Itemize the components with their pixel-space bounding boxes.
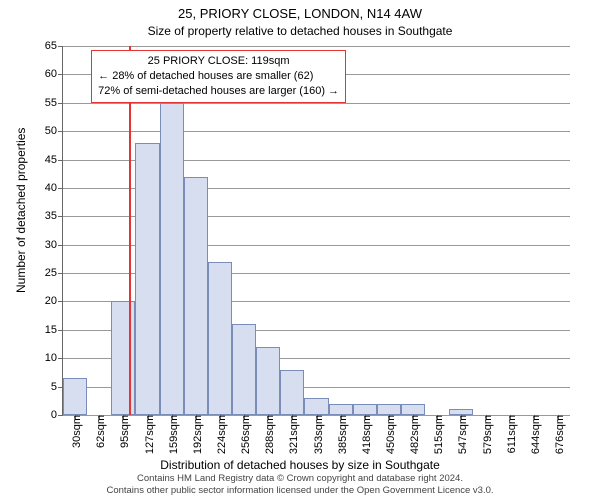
y-tick-label: 35 — [45, 210, 63, 222]
callout-line: ← 28% of detached houses are smaller (62… — [98, 69, 339, 84]
x-tick-label: 579sqm — [478, 415, 494, 454]
y-tick-label: 50 — [45, 125, 63, 137]
y-tick-label: 65 — [45, 40, 63, 52]
x-tick-label: 353sqm — [309, 415, 325, 454]
histogram-bar — [304, 398, 328, 415]
x-tick-label: 256sqm — [236, 415, 252, 454]
x-tick-label: 676sqm — [550, 415, 566, 454]
y-tick-label: 45 — [45, 154, 63, 166]
attribution: Contains HM Land Registry data © Crown c… — [0, 473, 600, 496]
histogram-bar — [401, 404, 425, 415]
histogram-bar — [208, 262, 232, 415]
attribution-line-2: Contains other public sector information… — [0, 485, 600, 496]
x-tick-label: 192sqm — [188, 415, 204, 454]
callout-line: 25 PRIORY CLOSE: 119sqm — [98, 54, 339, 69]
x-tick-label: 611sqm — [502, 415, 518, 453]
x-axis-label: Distribution of detached houses by size … — [0, 458, 600, 472]
x-tick-label: 547sqm — [453, 415, 469, 454]
y-tick-label: 60 — [45, 68, 63, 80]
histogram-bar — [63, 378, 87, 415]
x-tick-label: 224sqm — [212, 415, 228, 454]
x-tick-label: 450sqm — [381, 415, 397, 454]
x-tick-label: 288sqm — [260, 415, 276, 454]
y-tick-label: 0 — [51, 409, 63, 421]
y-tick-label: 5 — [51, 381, 63, 393]
plot-area: 0510152025303540455055606530sqm62sqm95sq… — [62, 46, 570, 416]
histogram-bar — [160, 103, 184, 415]
histogram-bar — [232, 324, 256, 415]
y-tick-label: 25 — [45, 267, 63, 279]
y-tick-label: 30 — [45, 239, 63, 251]
y-tick-label: 55 — [45, 97, 63, 109]
x-tick-label: 127sqm — [140, 415, 156, 454]
y-tick-label: 40 — [45, 182, 63, 194]
histogram-bar — [184, 177, 208, 415]
x-tick-label: 95sqm — [115, 415, 131, 448]
x-tick-label: 62sqm — [91, 415, 107, 448]
histogram-bar — [256, 347, 280, 415]
gridline — [63, 103, 570, 104]
y-tick-label: 20 — [45, 295, 63, 307]
page-title: 25, PRIORY CLOSE, LONDON, N14 4AW — [0, 0, 600, 22]
x-tick-label: 385sqm — [333, 415, 349, 454]
x-tick-label: 159sqm — [164, 415, 180, 454]
callout-line: 72% of semi-detached houses are larger (… — [98, 84, 339, 99]
x-tick-label: 418sqm — [357, 415, 373, 454]
page-subtitle: Size of property relative to detached ho… — [0, 22, 600, 38]
x-tick-label: 515sqm — [429, 415, 445, 454]
y-axis-label: Number of detached properties — [14, 128, 28, 293]
x-tick-label: 30sqm — [67, 415, 83, 448]
histogram-bar — [135, 143, 159, 415]
x-tick-label: 321sqm — [284, 415, 300, 454]
gridline — [63, 131, 570, 132]
histogram-bar — [353, 404, 377, 415]
attribution-line-1: Contains HM Land Registry data © Crown c… — [0, 473, 600, 484]
histogram-bar — [111, 301, 135, 415]
histogram-bar — [377, 404, 401, 415]
y-tick-label: 10 — [45, 352, 63, 364]
chart: 0510152025303540455055606530sqm62sqm95sq… — [62, 46, 570, 416]
y-tick-label: 15 — [45, 324, 63, 336]
histogram-bar — [329, 404, 353, 415]
x-tick-label: 644sqm — [526, 415, 542, 454]
x-tick-label: 482sqm — [405, 415, 421, 454]
histogram-bar — [280, 370, 304, 415]
gridline — [63, 46, 570, 47]
callout-box: 25 PRIORY CLOSE: 119sqm← 28% of detached… — [91, 50, 346, 103]
